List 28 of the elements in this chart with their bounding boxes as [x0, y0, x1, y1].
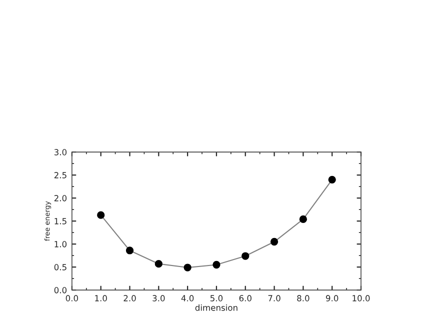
- point: [270, 238, 278, 246]
- x-tick-label: 6.0: [239, 295, 252, 302]
- y-tick-label: 3.0: [54, 149, 67, 156]
- y-tick-label: 1.0: [54, 241, 67, 248]
- y-tick-label: 0.0: [54, 287, 67, 294]
- point: [299, 215, 308, 224]
- y-tick-label: 1.5: [54, 218, 66, 224]
- x-tick-label: 7.0: [268, 295, 280, 302]
- x-tick-label: 0.0: [66, 295, 78, 302]
- y-tick-label: 0.5: [54, 264, 66, 270]
- x-tick-label: 1.0: [95, 295, 107, 302]
- x-axis-title: dimension: [195, 304, 238, 311]
- x-tick-label: 10.0: [352, 295, 370, 302]
- x-tick-label: 3.0: [152, 295, 165, 302]
- x-tick-label: 8.0: [297, 295, 310, 302]
- point: [97, 211, 105, 219]
- point: [242, 252, 250, 260]
- y-tick-label: 2.0: [54, 195, 67, 202]
- point: [328, 176, 336, 184]
- point: [212, 260, 220, 269]
- x-tick-label: 4.0: [181, 295, 194, 302]
- x-tick-label: 9.0: [326, 295, 338, 302]
- point: [154, 260, 162, 268]
- x-tick-label: 2.0: [124, 295, 136, 302]
- point: [126, 246, 134, 254]
- y-tick-label: 2.5: [54, 172, 66, 178]
- x-tick-label: 5.0: [210, 295, 223, 302]
- point: [184, 264, 192, 272]
